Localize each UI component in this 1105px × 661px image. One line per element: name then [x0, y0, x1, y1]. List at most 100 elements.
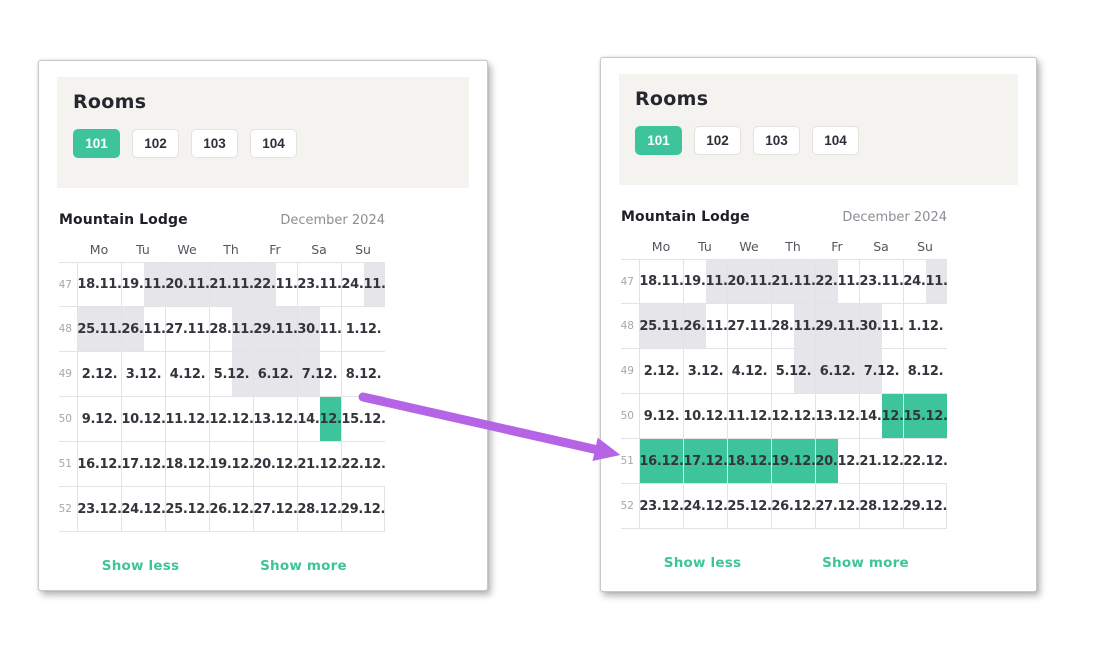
room-tab-103[interactable]: 103 [753, 126, 800, 155]
day-cell-22-11[interactable]: 22.11. [253, 262, 298, 307]
day-cell-17-12[interactable]: 17.12. [121, 442, 166, 487]
day-cell-27-11[interactable]: 27.11. [165, 307, 210, 352]
day-cell-23-11[interactable]: 23.11. [859, 259, 904, 304]
day-cell-20-12[interactable]: 20.12. [253, 442, 298, 487]
day-cell-18-11[interactable]: 18.11. [77, 262, 122, 307]
day-cell-11-12[interactable]: 11.12. [165, 397, 210, 442]
day-cell-11-12[interactable]: 11.12. [727, 394, 772, 439]
day-cell-24-11[interactable]: 24.11. [903, 259, 948, 304]
show-more-link[interactable]: Show more [822, 555, 909, 571]
selected-half [925, 394, 947, 438]
day-cell-22-11[interactable]: 22.11. [815, 259, 860, 304]
day-cell-16-12[interactable]: 16.12. [639, 439, 684, 484]
day-cell-28-12[interactable]: 28.12. [297, 487, 342, 532]
day-cell-14-12[interactable]: 14.12. [297, 397, 342, 442]
day-cell-27-12[interactable]: 27.12. [815, 484, 860, 529]
day-cell-25-12[interactable]: 25.12. [165, 487, 210, 532]
day-cell-8-12[interactable]: 8.12. [903, 349, 947, 394]
day-cell-23-11[interactable]: 23.11. [297, 262, 342, 307]
day-cell-25-12[interactable]: 25.12. [727, 484, 772, 529]
day-cell-21-11[interactable]: 21.11. [209, 262, 254, 307]
day-cell-25-11[interactable]: 25.11. [639, 304, 684, 349]
day-cell-23-12[interactable]: 23.12. [77, 487, 122, 532]
day-cell-1-12[interactable]: 1.12. [341, 307, 385, 352]
day-cell-18-11[interactable]: 18.11. [639, 259, 684, 304]
day-cell-6-12[interactable]: 6.12. [815, 349, 859, 394]
day-cell-30-11[interactable]: 30.11. [859, 304, 904, 349]
day-cell-29-11[interactable]: 29.11. [253, 307, 298, 352]
day-cell-12-12[interactable]: 12.12. [209, 397, 254, 442]
day-cell-21-12[interactable]: 21.12. [859, 439, 904, 484]
day-cell-18-12[interactable]: 18.12. [165, 442, 210, 487]
day-cell-7-12[interactable]: 7.12. [859, 349, 903, 394]
day-cell-24-12[interactable]: 24.12. [683, 484, 728, 529]
day-cell-27-11[interactable]: 27.11. [727, 304, 772, 349]
day-cell-28-11[interactable]: 28.11. [209, 307, 254, 352]
day-cell-30-11[interactable]: 30.11. [297, 307, 342, 352]
room-tab-102[interactable]: 102 [694, 126, 741, 155]
room-tab-103[interactable]: 103 [191, 129, 238, 158]
day-cell-24-11[interactable]: 24.11. [341, 262, 386, 307]
day-cell-20-12[interactable]: 20.12. [815, 439, 860, 484]
day-cell-7-12[interactable]: 7.12. [297, 352, 341, 397]
day-cell-20-11[interactable]: 20.11. [727, 259, 772, 304]
day-cell-21-11[interactable]: 21.11. [771, 259, 816, 304]
day-cell-19-11[interactable]: 19.11. [121, 262, 166, 307]
day-cell-3-12[interactable]: 3.12. [683, 349, 727, 394]
day-cell-8-12[interactable]: 8.12. [341, 352, 385, 397]
booked-half [837, 304, 859, 348]
day-cell-28-12[interactable]: 28.12. [859, 484, 904, 529]
room-tab-104[interactable]: 104 [812, 126, 859, 155]
day-cell-22-12[interactable]: 22.12. [903, 439, 948, 484]
date-label: 25.11. [639, 318, 684, 334]
day-cell-14-12[interactable]: 14.12. [859, 394, 904, 439]
show-more-link[interactable]: Show more [260, 558, 347, 574]
day-cell-10-12[interactable]: 10.12. [683, 394, 728, 439]
day-cell-4-12[interactable]: 4.12. [727, 349, 771, 394]
day-cell-23-12[interactable]: 23.12. [639, 484, 684, 529]
day-cell-29-11[interactable]: 29.11. [815, 304, 860, 349]
day-cell-22-12[interactable]: 22.12. [341, 442, 386, 487]
day-cell-5-12[interactable]: 5.12. [209, 352, 253, 397]
day-cell-15-12[interactable]: 15.12. [341, 397, 386, 442]
date-label: 10.12. [121, 411, 166, 427]
day-cell-19-12[interactable]: 19.12. [771, 439, 816, 484]
day-cell-26-12[interactable]: 26.12. [771, 484, 816, 529]
day-cell-3-12[interactable]: 3.12. [121, 352, 165, 397]
day-cell-29-12[interactable]: 29.12. [903, 484, 947, 529]
day-cell-19-11[interactable]: 19.11. [683, 259, 728, 304]
day-cell-15-12[interactable]: 15.12. [903, 394, 948, 439]
room-tab-101[interactable]: 101 [73, 129, 120, 158]
day-cell-26-11[interactable]: 26.11. [683, 304, 728, 349]
day-cell-26-12[interactable]: 26.12. [209, 487, 254, 532]
day-cell-21-12[interactable]: 21.12. [297, 442, 342, 487]
day-cell-13-12[interactable]: 13.12. [253, 397, 298, 442]
day-cell-17-12[interactable]: 17.12. [683, 439, 728, 484]
room-tab-102[interactable]: 102 [132, 129, 179, 158]
day-cell-6-12[interactable]: 6.12. [253, 352, 297, 397]
day-cell-12-12[interactable]: 12.12. [771, 394, 816, 439]
day-cell-9-12[interactable]: 9.12. [77, 397, 121, 442]
day-cell-16-12[interactable]: 16.12. [77, 442, 122, 487]
day-cell-5-12[interactable]: 5.12. [771, 349, 815, 394]
show-less-link[interactable]: Show less [101, 558, 180, 574]
day-cell-27-12[interactable]: 27.12. [253, 487, 298, 532]
day-cell-20-11[interactable]: 20.11. [165, 262, 210, 307]
day-cell-29-12[interactable]: 29.12. [341, 487, 385, 532]
day-cell-13-12[interactable]: 13.12. [815, 394, 860, 439]
day-cell-28-11[interactable]: 28.11. [771, 304, 816, 349]
day-cell-10-12[interactable]: 10.12. [121, 397, 166, 442]
day-cell-26-11[interactable]: 26.11. [121, 307, 166, 352]
day-cell-24-12[interactable]: 24.12. [121, 487, 166, 532]
show-less-link[interactable]: Show less [663, 555, 742, 571]
room-tab-104[interactable]: 104 [250, 129, 297, 158]
room-tab-101[interactable]: 101 [635, 126, 682, 155]
day-cell-25-11[interactable]: 25.11. [77, 307, 122, 352]
day-cell-19-12[interactable]: 19.12. [209, 442, 254, 487]
day-cell-2-12[interactable]: 2.12. [639, 349, 683, 394]
day-cell-1-12[interactable]: 1.12. [903, 304, 947, 349]
day-cell-2-12[interactable]: 2.12. [77, 352, 121, 397]
day-cell-18-12[interactable]: 18.12. [727, 439, 772, 484]
day-cell-4-12[interactable]: 4.12. [165, 352, 209, 397]
day-cell-9-12[interactable]: 9.12. [639, 394, 683, 439]
